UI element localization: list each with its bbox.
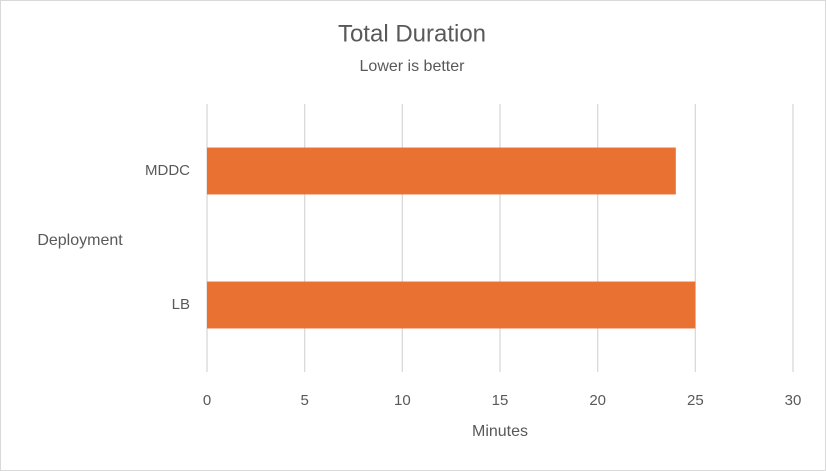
chart-title: Total Duration: [338, 20, 486, 47]
y-tick-label: MDDC: [145, 162, 190, 179]
x-tick-label: 20: [589, 392, 606, 409]
x-tick-label: 30: [785, 392, 802, 409]
x-tick-label: 25: [687, 392, 704, 409]
x-tick-label: 15: [492, 392, 509, 409]
x-tick-label: 0: [203, 392, 211, 409]
bar: [207, 281, 696, 329]
y-tick-label: LB: [172, 296, 190, 313]
y-axis-label: Deployment: [37, 232, 123, 249]
chart-subtitle: Lower is better: [360, 58, 466, 75]
x-tick-label: 10: [394, 392, 411, 409]
x-axis-label: Minutes: [472, 423, 528, 440]
bar: [207, 147, 676, 195]
x-tick-label: 5: [300, 392, 308, 409]
